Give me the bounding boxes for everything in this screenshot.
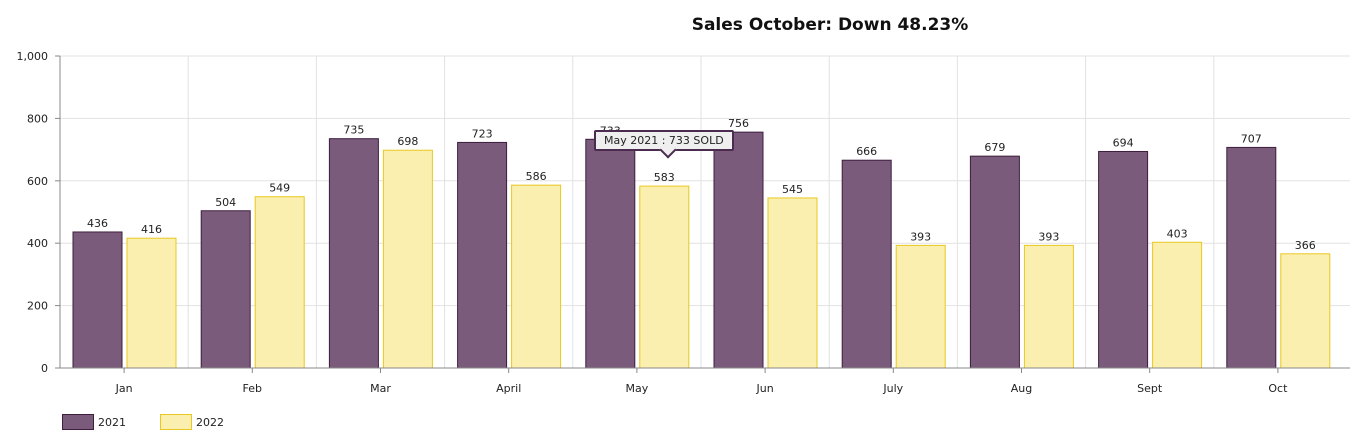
bar-2021-july bbox=[841, 159, 892, 369]
bar-2022-may bbox=[639, 185, 690, 369]
bar-2022-april bbox=[511, 184, 562, 369]
x-axis: Jan Feb Mar April May Jun July Aug Sept Oct bbox=[60, 367, 1350, 395]
data-label-2022-oct: 366 bbox=[1295, 239, 1316, 252]
data-label-2022-july: 393 bbox=[910, 230, 931, 243]
x-tick-label-aug: Aug bbox=[1011, 382, 1032, 395]
bar-2021-april bbox=[457, 141, 508, 369]
x-tick-label-sept: Sept bbox=[1137, 382, 1163, 395]
data-label-2021-feb: 504 bbox=[215, 196, 236, 209]
data-label-2022-may: 583 bbox=[654, 171, 675, 184]
bar-2022-feb bbox=[254, 196, 305, 369]
data-label-2021-mar: 735 bbox=[343, 124, 364, 137]
legend-swatch-2022 bbox=[160, 414, 192, 430]
x-tick-label-july: July bbox=[882, 382, 903, 395]
bar-2022-aug bbox=[1023, 244, 1074, 369]
y-tick-label: 0 bbox=[41, 362, 48, 375]
bar-2022-mar bbox=[382, 149, 433, 369]
data-label-2021-oct: 707 bbox=[1241, 132, 1262, 145]
data-label-2022-mar: 698 bbox=[397, 135, 418, 148]
data-label-2021-jan: 436 bbox=[87, 217, 108, 230]
y-tick-label: 400 bbox=[27, 237, 48, 250]
data-label-2021-aug: 679 bbox=[984, 141, 1005, 154]
legend: 2021 2022 bbox=[62, 414, 258, 430]
legend-item-2022[interactable]: 2022 bbox=[160, 414, 224, 430]
tooltip: May 2021 : 733 SOLD bbox=[594, 130, 734, 159]
data-label-2022-sept: 403 bbox=[1167, 227, 1188, 240]
data-label-2021-april: 723 bbox=[472, 127, 493, 140]
bar-2021-jan bbox=[72, 231, 123, 369]
bar-chart: Sales October: Down 48.23% 0 200 400 600 800… bbox=[17, 15, 1350, 395]
legend-item-2021[interactable]: 2021 bbox=[62, 414, 126, 430]
legend-label-2022: 2022 bbox=[196, 415, 224, 429]
data-label-2022-aug: 393 bbox=[1038, 230, 1059, 243]
legend-label-2021: 2021 bbox=[98, 415, 126, 429]
data-label-2021-sept: 694 bbox=[1113, 136, 1134, 149]
y-tick-label: 800 bbox=[27, 112, 48, 125]
data-label-2022-jan: 416 bbox=[141, 223, 162, 236]
data-label-2022-feb: 549 bbox=[269, 182, 290, 195]
bar-2021-may bbox=[585, 138, 636, 369]
x-tick-label-jun: Jun bbox=[756, 382, 774, 395]
bar-2022-sept bbox=[1152, 241, 1203, 369]
x-tick-label-oct: Oct bbox=[1268, 382, 1288, 395]
bar-2022-jan bbox=[126, 237, 177, 369]
data-label-2021-july: 666 bbox=[856, 145, 877, 158]
bar-2021-sept bbox=[1098, 150, 1149, 369]
bar-2021-feb bbox=[200, 210, 251, 369]
chart-title: Sales October: Down 48.23% bbox=[692, 15, 969, 35]
bar-2021-aug bbox=[969, 155, 1020, 369]
bar-2021-mar bbox=[328, 138, 379, 369]
data-label-2022-jun: 545 bbox=[782, 183, 803, 196]
bar-2021-jun bbox=[713, 131, 764, 369]
y-axis: 0 200 400 600 800 1,000 bbox=[17, 50, 61, 375]
bar-2022-jun bbox=[767, 197, 818, 369]
bar-2022-july bbox=[895, 244, 946, 369]
x-tick-label-jan: Jan bbox=[115, 382, 133, 395]
y-tick-label: 1,000 bbox=[17, 50, 49, 63]
x-tick-label-may: May bbox=[626, 382, 649, 395]
legend-swatch-2021 bbox=[62, 414, 94, 430]
bars bbox=[72, 131, 1331, 369]
data-label-2021-jun: 756 bbox=[728, 117, 749, 130]
x-tick-label-mar: Mar bbox=[370, 382, 391, 395]
data-labels: 4364165045497356987235867335837565456663… bbox=[87, 117, 1316, 252]
bar-2021-oct bbox=[1226, 146, 1277, 369]
y-tick-label: 200 bbox=[27, 300, 48, 313]
data-label-2022-april: 586 bbox=[526, 170, 547, 183]
x-tick-label-april: April bbox=[496, 382, 521, 395]
bar-2022-oct bbox=[1280, 253, 1331, 369]
tooltip-text: May 2021 : 733 SOLD bbox=[604, 134, 724, 147]
y-tick-label: 600 bbox=[27, 175, 48, 188]
x-tick-label-feb: Feb bbox=[243, 382, 262, 395]
